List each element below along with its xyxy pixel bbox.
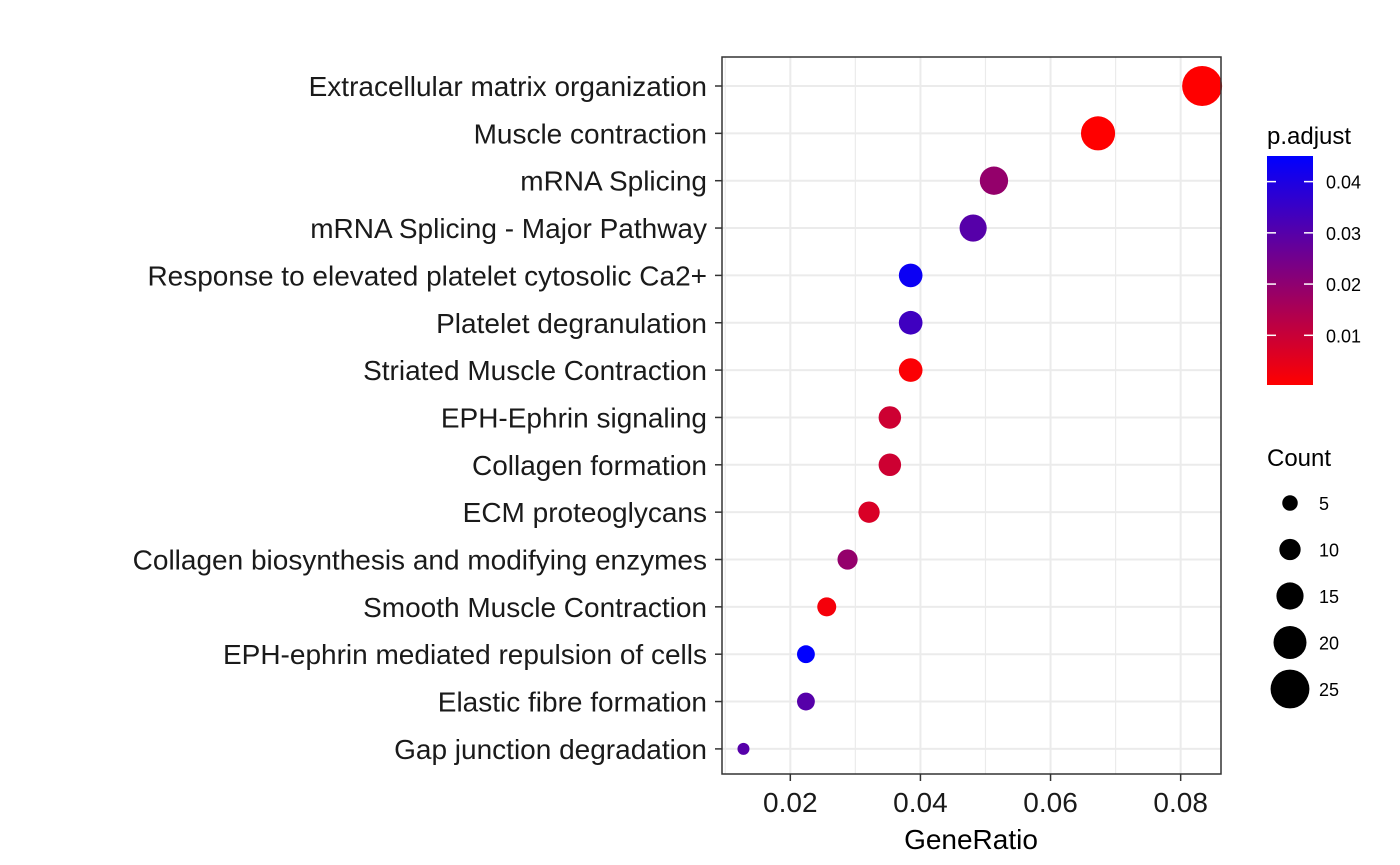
y-tick-label: Elastic fibre formation	[438, 687, 707, 718]
size-legend-dot	[1276, 582, 1304, 610]
data-point	[837, 549, 858, 570]
color-legend-tick-label: 0.01	[1326, 326, 1361, 346]
color-legend-tick-label: 0.04	[1326, 173, 1361, 193]
data-point	[898, 310, 923, 335]
color-legend-tick-label: 0.02	[1326, 275, 1361, 295]
y-tick-label: EPH-Ephrin signaling	[441, 402, 707, 433]
y-tick-label: Platelet degranulation	[436, 308, 707, 339]
size-legend-dot	[1270, 669, 1310, 709]
data-point	[858, 501, 880, 523]
size-legend-label: 20	[1319, 634, 1339, 654]
x-axis-title: GeneRatio	[904, 824, 1038, 855]
size-legend-label: 15	[1319, 587, 1339, 607]
y-tick-label: Collagen formation	[472, 450, 707, 481]
data-point	[878, 406, 902, 429]
color-legend-title: p.adjust	[1267, 123, 1351, 150]
x-tick-label: 0.02	[763, 787, 818, 818]
size-legend-title: Count	[1267, 445, 1331, 472]
y-tick-label: Striated Muscle Contraction	[363, 355, 707, 386]
data-point	[959, 214, 987, 242]
size-legend-label: 25	[1319, 680, 1339, 700]
y-tick-label: Response to elevated platelet cytosolic …	[147, 260, 707, 291]
data-point	[1080, 116, 1116, 151]
data-point	[898, 263, 923, 288]
data-point	[797, 692, 815, 711]
y-tick-label: ECM proteoglycans	[463, 497, 707, 528]
y-tick-label: mRNA Splicing	[520, 166, 707, 197]
color-legend-bar	[1267, 156, 1313, 385]
y-tick-label: Extracellular matrix organization	[309, 71, 707, 102]
x-tick-label: 0.04	[893, 787, 948, 818]
data-point	[898, 358, 923, 382]
y-tick-label: EPH-ephrin mediated repulsion of cells	[223, 639, 707, 670]
data-point	[817, 597, 837, 617]
y-tick-label: Smooth Muscle Contraction	[363, 592, 707, 623]
y-tick-label: Gap junction degradation	[394, 734, 707, 765]
data-point	[979, 166, 1009, 195]
data-point	[1182, 66, 1223, 106]
y-axis-ticks: Extracellular matrix organization Muscle …	[133, 71, 722, 765]
x-tick-label: 0.08	[1153, 787, 1208, 818]
x-axis-ticks: 0.02 0.04 0.06 0.08	[763, 774, 1208, 818]
y-tick-label: mRNA Splicing - Major Pathway	[310, 213, 707, 244]
data-point	[797, 645, 815, 664]
color-legend: p.adjust 0.01 0.02 0.03 0.04	[1267, 123, 1361, 385]
size-legend-dot	[1282, 495, 1298, 511]
size-legend-items: 5 10 15 20 25	[1270, 494, 1339, 709]
data-point	[878, 453, 902, 477]
size-legend: Count 5 10 15 20 25	[1267, 445, 1339, 709]
data-point	[737, 742, 750, 755]
size-legend-dot	[1273, 626, 1307, 659]
size-legend-label: 10	[1319, 541, 1339, 561]
x-tick-label: 0.06	[1023, 787, 1078, 818]
size-legend-label: 5	[1319, 494, 1329, 514]
size-legend-dot	[1279, 538, 1301, 561]
color-legend-tick-label: 0.03	[1326, 224, 1361, 244]
y-tick-label: Collagen biosynthesis and modifying enzy…	[133, 545, 707, 576]
data-points	[737, 66, 1223, 755]
y-tick-label: Muscle contraction	[474, 118, 707, 149]
color-legend-ticks: 0.01 0.02 0.03 0.04	[1267, 173, 1361, 346]
plot-panel-border	[721, 56, 1222, 775]
